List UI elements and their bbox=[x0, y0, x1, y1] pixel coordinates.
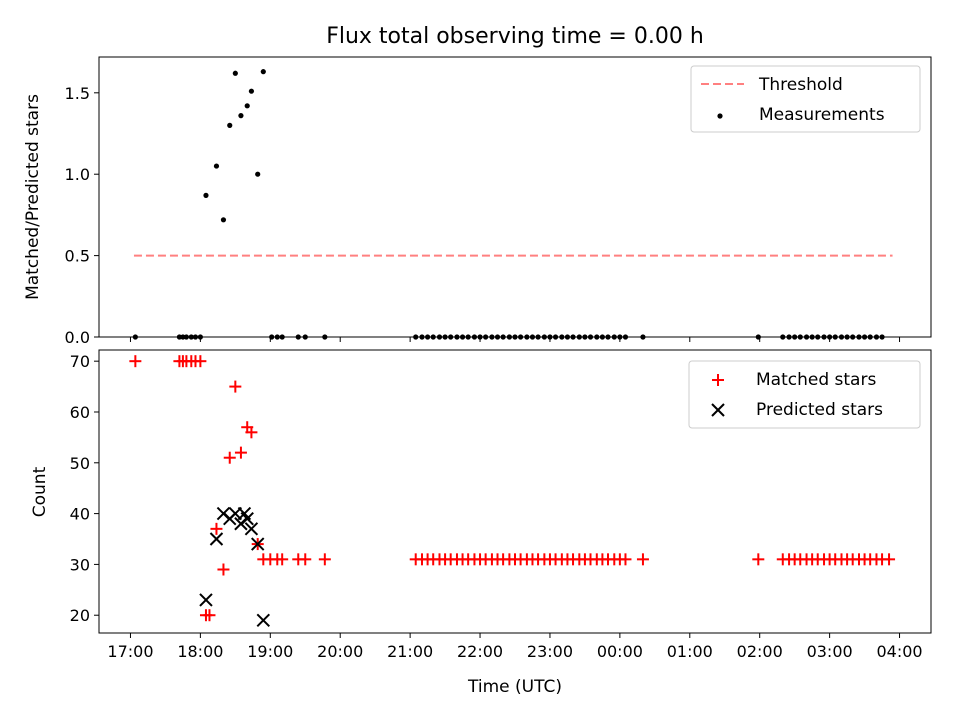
x-axis-label: Time (UTC) bbox=[467, 677, 562, 697]
x-tick-label: 20:00 bbox=[317, 642, 363, 661]
bottom-plot-frame bbox=[98, 349, 932, 634]
x-tick-label: 02:00 bbox=[737, 642, 783, 661]
measurement-point bbox=[220, 217, 227, 223]
measurement-point bbox=[203, 192, 209, 198]
legend-measurements-marker bbox=[717, 113, 723, 119]
bottom-y-tick-label: 20 bbox=[70, 606, 90, 625]
matched-star-marker bbox=[245, 426, 258, 439]
x-tick-label: 22:00 bbox=[457, 642, 503, 661]
legend-matched-label: Matched stars bbox=[756, 370, 876, 390]
measurement-point bbox=[248, 88, 255, 94]
top-plot-frame bbox=[98, 56, 932, 338]
legend-threshold-label: Threshold bbox=[758, 75, 843, 95]
measurement-point bbox=[244, 103, 250, 109]
x-tick-label: 23:00 bbox=[527, 642, 573, 661]
top-y-tick-label: 0.0 bbox=[65, 328, 90, 347]
matched-star-marker bbox=[318, 553, 331, 566]
predicted-star-marker bbox=[240, 511, 254, 526]
matched-star-marker bbox=[234, 446, 247, 459]
measurement-point bbox=[255, 171, 261, 177]
legend-predicted-label: Predicted stars bbox=[756, 400, 883, 420]
bottom-y-tick-label: 30 bbox=[70, 555, 90, 574]
predicted-star-marker bbox=[209, 532, 224, 546]
matched-star-marker bbox=[636, 553, 649, 566]
matched-star-marker bbox=[619, 553, 632, 566]
matched-star-marker bbox=[276, 553, 289, 566]
measurement-point bbox=[238, 113, 244, 119]
x-tick-label: 21:00 bbox=[387, 642, 433, 661]
bottom-y-axis-label: Count bbox=[30, 466, 50, 517]
matched-star-marker bbox=[752, 553, 765, 566]
bottom-y-tick-label: 60 bbox=[70, 403, 90, 422]
top-y-axis-label: Matched/Predicted stars bbox=[23, 94, 43, 300]
x-tick-label: 19:00 bbox=[247, 642, 293, 661]
top-y-tick-label: 1.0 bbox=[65, 165, 90, 184]
matched-star-marker bbox=[217, 563, 230, 576]
chart-title: Flux total observing time = 0.00 h bbox=[326, 24, 704, 49]
top-y-tick-label: 1.5 bbox=[65, 84, 90, 103]
measurement-point bbox=[232, 70, 238, 76]
legend-measurements-label: Measurements bbox=[759, 105, 885, 125]
matched-star-marker bbox=[210, 522, 223, 535]
top-legend: Threshold Measurements bbox=[690, 65, 921, 133]
predicted-star-marker bbox=[256, 613, 271, 628]
bottom-y-tick-label: 50 bbox=[70, 454, 90, 473]
x-tick-label: 17:00 bbox=[107, 642, 153, 661]
measurement-point bbox=[260, 69, 266, 75]
matched-star-marker bbox=[223, 451, 236, 464]
x-tick-label: 01:00 bbox=[667, 642, 713, 661]
legend-predicted-marker bbox=[711, 403, 725, 417]
bottom-y-tick-label: 40 bbox=[70, 505, 90, 524]
matched-star-marker bbox=[203, 609, 216, 622]
predicted-star-marker bbox=[199, 593, 213, 607]
matched-star-marker bbox=[299, 553, 312, 566]
bottom-legend: Matched stars Predicted stars bbox=[688, 360, 921, 429]
top-y-tick-label: 0.5 bbox=[65, 247, 90, 266]
bottom-y-tick-label: 70 bbox=[70, 352, 90, 371]
predicted-star-marker bbox=[251, 537, 265, 551]
matched-star-marker bbox=[883, 553, 896, 566]
top-legend-box bbox=[690, 65, 921, 133]
bottom-legend-box bbox=[688, 360, 921, 429]
measurement-point bbox=[227, 122, 233, 128]
x-tick-label: 00:00 bbox=[597, 642, 643, 661]
matched-star-marker bbox=[229, 380, 242, 393]
predicted-star-marker bbox=[244, 522, 259, 536]
x-tick-label: 03:00 bbox=[807, 642, 853, 661]
legend-matched-marker bbox=[712, 374, 724, 386]
matched-star-marker bbox=[194, 355, 207, 368]
x-tick-label: 04:00 bbox=[876, 642, 922, 661]
measurement-point bbox=[213, 163, 220, 169]
matched-star-marker bbox=[129, 355, 142, 368]
x-tick-label: 18:00 bbox=[177, 642, 223, 661]
